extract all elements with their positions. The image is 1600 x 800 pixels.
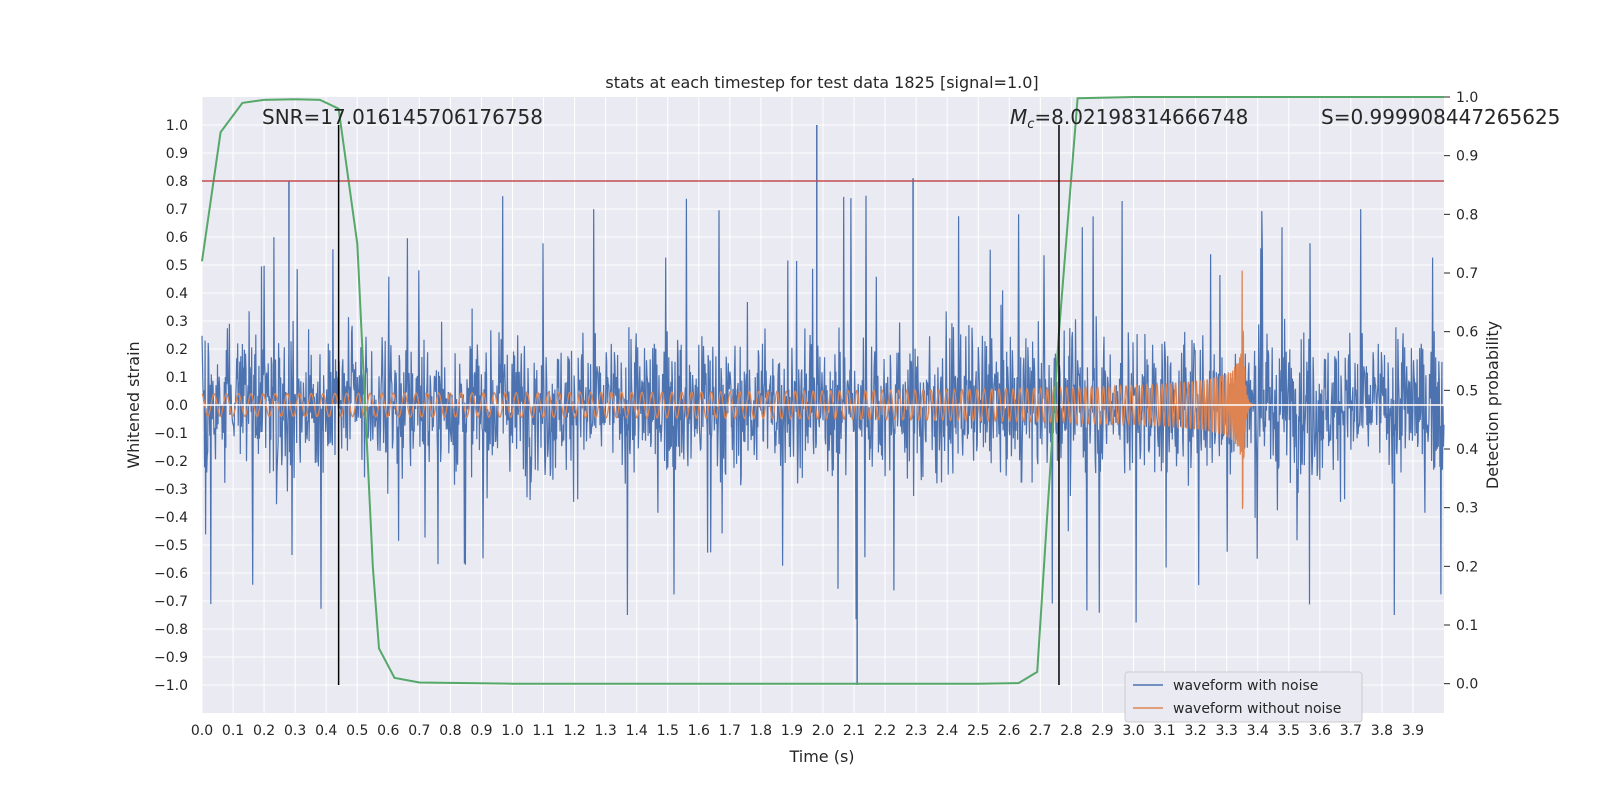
y2-axis-label: Detection probability	[1483, 321, 1502, 489]
y2-tick-label: 0.8	[1456, 207, 1478, 223]
y2-tick-label: 0.7	[1456, 266, 1478, 282]
y2-tick-label: 0.3	[1456, 501, 1478, 517]
y-tick-label: −0.5	[154, 538, 188, 554]
x-tick-label: 0.1	[222, 723, 244, 739]
x-tick-label: 3.1	[1153, 723, 1175, 739]
y-tick-label: 0.3	[166, 314, 188, 330]
x-axis-ticks: 0.0 0.1 0.2 0.3 0.4 0.5 0.6 0.7 0.8 0.9 1.0 1.1 1.2 1…	[191, 723, 1424, 739]
x-tick-label: 2.0	[812, 723, 834, 739]
x-axis-label: Time (s)	[788, 747, 854, 766]
x-tick-label: 3.5	[1278, 723, 1300, 739]
chirp-mass-value: =8.02198314666748	[1034, 105, 1248, 129]
x-tick-label: 0.0	[191, 723, 213, 739]
x-tick-label: 3.8	[1371, 723, 1393, 739]
y-tick-label: 0.4	[166, 286, 188, 302]
y-axis-ticks: 1.0 0.9 0.8 0.7 0.6 0.5 0.4 0.3 0.2 0.1 0.0 −0.1 −0.…	[154, 118, 188, 694]
x-tick-label: 1.8	[750, 723, 772, 739]
x-tick-label: 1.1	[532, 723, 554, 739]
x-tick-label: 0.9	[470, 723, 492, 739]
y2-tick-label: 0.6	[1456, 325, 1478, 341]
x-tick-label: 2.3	[905, 723, 927, 739]
x-tick-label: 3.3	[1216, 723, 1238, 739]
series-detection-probability	[201, 96, 1444, 685]
legend: waveform with noise waveform without noi…	[1124, 671, 1363, 723]
reference-lines	[202, 125, 1444, 685]
chirp-mass-symbol: M	[1010, 105, 1027, 129]
y2-tick-label: 0.9	[1456, 149, 1478, 165]
y2-tick-label: 0.4	[1456, 442, 1478, 458]
chart-title: stats at each timestep for test data 182…	[605, 73, 1038, 92]
x-tick-label: 1.0	[501, 723, 523, 739]
y2-tick-label: 1.0	[1456, 90, 1478, 106]
score-annotation: S=0.999908447265625	[1321, 105, 1560, 129]
x-tick-label: 2.1	[843, 723, 865, 739]
x-tick-label: 3.9	[1402, 723, 1424, 739]
x-tick-label: 1.9	[781, 723, 803, 739]
y-tick-label: 1.0	[166, 118, 188, 134]
y2-tick-label: 0.5	[1456, 383, 1478, 399]
probability-line	[201, 96, 1444, 685]
x-tick-label: 2.2	[874, 723, 896, 739]
x-tick-label: 1.6	[688, 723, 710, 739]
y-tick-label: −0.7	[154, 594, 188, 610]
y-tick-label: −1.0	[154, 678, 188, 694]
y-tick-label: −0.2	[154, 454, 188, 470]
x-tick-label: 0.6	[377, 723, 399, 739]
y-tick-label: 0.7	[166, 202, 188, 218]
x-tick-label: 3.7	[1340, 723, 1362, 739]
y-tick-label: 0.1	[166, 370, 188, 386]
x-tick-label: 1.3	[595, 723, 617, 739]
y-tick-label: 0.8	[166, 174, 188, 190]
snr-annotation: SNR=17.016145706176758	[262, 105, 543, 129]
x-tick-label: 1.7	[719, 723, 741, 739]
y-tick-label: −0.4	[154, 510, 188, 526]
y2-tick-label: 0.2	[1456, 559, 1478, 575]
y-tick-label: 0.6	[166, 230, 188, 246]
y-tick-label: 0.0	[166, 398, 188, 414]
y-tick-label: 0.9	[166, 146, 188, 162]
legend-label-clean: waveform without noise	[1173, 701, 1341, 717]
y-tick-label: −0.8	[154, 622, 188, 638]
x-tick-label: 0.2	[253, 723, 275, 739]
x-tick-label: 1.4	[626, 723, 648, 739]
x-tick-label: 0.3	[284, 723, 306, 739]
x-tick-label: 1.2	[563, 723, 585, 739]
x-tick-label: 3.6	[1309, 723, 1331, 739]
x-tick-label: 2.4	[936, 723, 958, 739]
x-tick-label: 1.5	[657, 723, 679, 739]
x-tick-label: 0.4	[315, 723, 337, 739]
y-tick-label: 0.2	[166, 342, 188, 358]
x-tick-label: 2.9	[1091, 723, 1113, 739]
x-tick-label: 2.6	[998, 723, 1020, 739]
y2-tick-label: 0.1	[1456, 618, 1478, 634]
legend-label-noise: waveform with noise	[1173, 678, 1318, 694]
x-tick-label: 3.0	[1122, 723, 1144, 739]
x-tick-label: 0.8	[439, 723, 461, 739]
y-tick-label: −0.9	[154, 650, 188, 666]
y-tick-label: 0.5	[166, 258, 188, 274]
y2-tick-label: 0.0	[1456, 677, 1478, 693]
y-tick-label: −0.1	[154, 426, 188, 442]
x-tick-label: 0.5	[346, 723, 368, 739]
y-axis-label: Whitened strain	[124, 341, 143, 468]
x-tick-label: 0.7	[408, 723, 430, 739]
x-tick-label: 3.2	[1184, 723, 1206, 739]
x-tick-label: 2.8	[1060, 723, 1082, 739]
x-tick-label: 2.7	[1029, 723, 1051, 739]
chirp-mass-annotation: Mc=8.02198314666748	[1010, 105, 1248, 132]
legend-box	[1124, 671, 1363, 723]
y-tick-label: −0.6	[154, 566, 188, 582]
chirp-mass-subscript: c	[1027, 117, 1034, 132]
series-waveform-without-noise	[201, 270, 1444, 509]
clean-waveform-line	[201, 270, 1444, 509]
x-tick-label: 3.4	[1247, 723, 1269, 739]
x-tick-label: 2.5	[967, 723, 989, 739]
y-tick-label: −0.3	[154, 482, 188, 498]
y2-axis-ticks: 1.0 0.9 0.8 0.7 0.6 0.5 0.4 0.3 0.2 0.1 0.0	[1444, 90, 1478, 693]
